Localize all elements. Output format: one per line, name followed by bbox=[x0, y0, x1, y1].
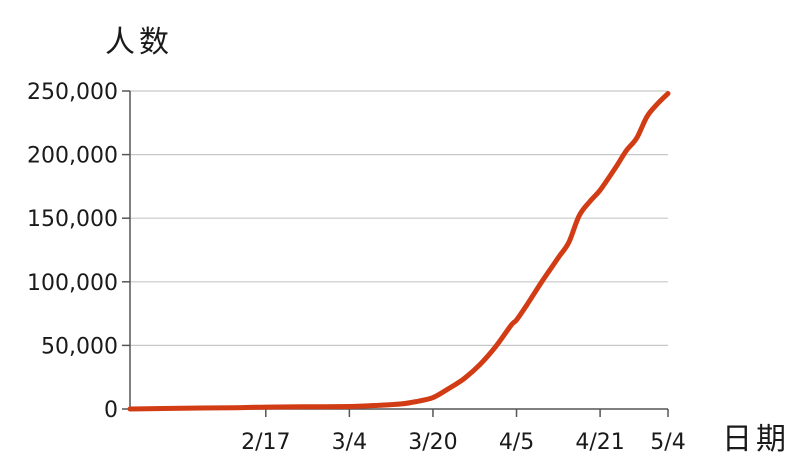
y-axis-title: 人数 bbox=[105, 25, 173, 60]
axes bbox=[129, 91, 668, 410]
x-tick-label: 4/5 bbox=[499, 430, 534, 455]
y-axis-ticks: 0 50,000 100,000 150,000 200,000 250,000 bbox=[27, 80, 130, 423]
y-tick-label: 0 bbox=[104, 398, 118, 423]
x-axis-ticks: 2/17 3/4 3/20 4/5 4/21 5/4 bbox=[241, 409, 686, 455]
y-tick-label: 200,000 bbox=[27, 144, 118, 169]
series-layer bbox=[127, 91, 671, 412]
x-tick-label: 3/20 bbox=[408, 430, 457, 455]
x-axis-title: 日期 bbox=[722, 422, 790, 457]
y-tick-label: 50,000 bbox=[41, 334, 118, 359]
y-tick-label: 250,000 bbox=[27, 80, 118, 105]
x-tick-label: 3/4 bbox=[332, 430, 367, 455]
x-tick-label: 4/21 bbox=[575, 430, 624, 455]
x-tick-label: 5/4 bbox=[650, 430, 685, 455]
gridlines bbox=[130, 90, 668, 346]
x-tick-label: 2/17 bbox=[241, 430, 290, 455]
series-line bbox=[127, 91, 671, 412]
y-tick-label: 100,000 bbox=[27, 271, 118, 296]
y-tick-label: 150,000 bbox=[27, 207, 118, 232]
